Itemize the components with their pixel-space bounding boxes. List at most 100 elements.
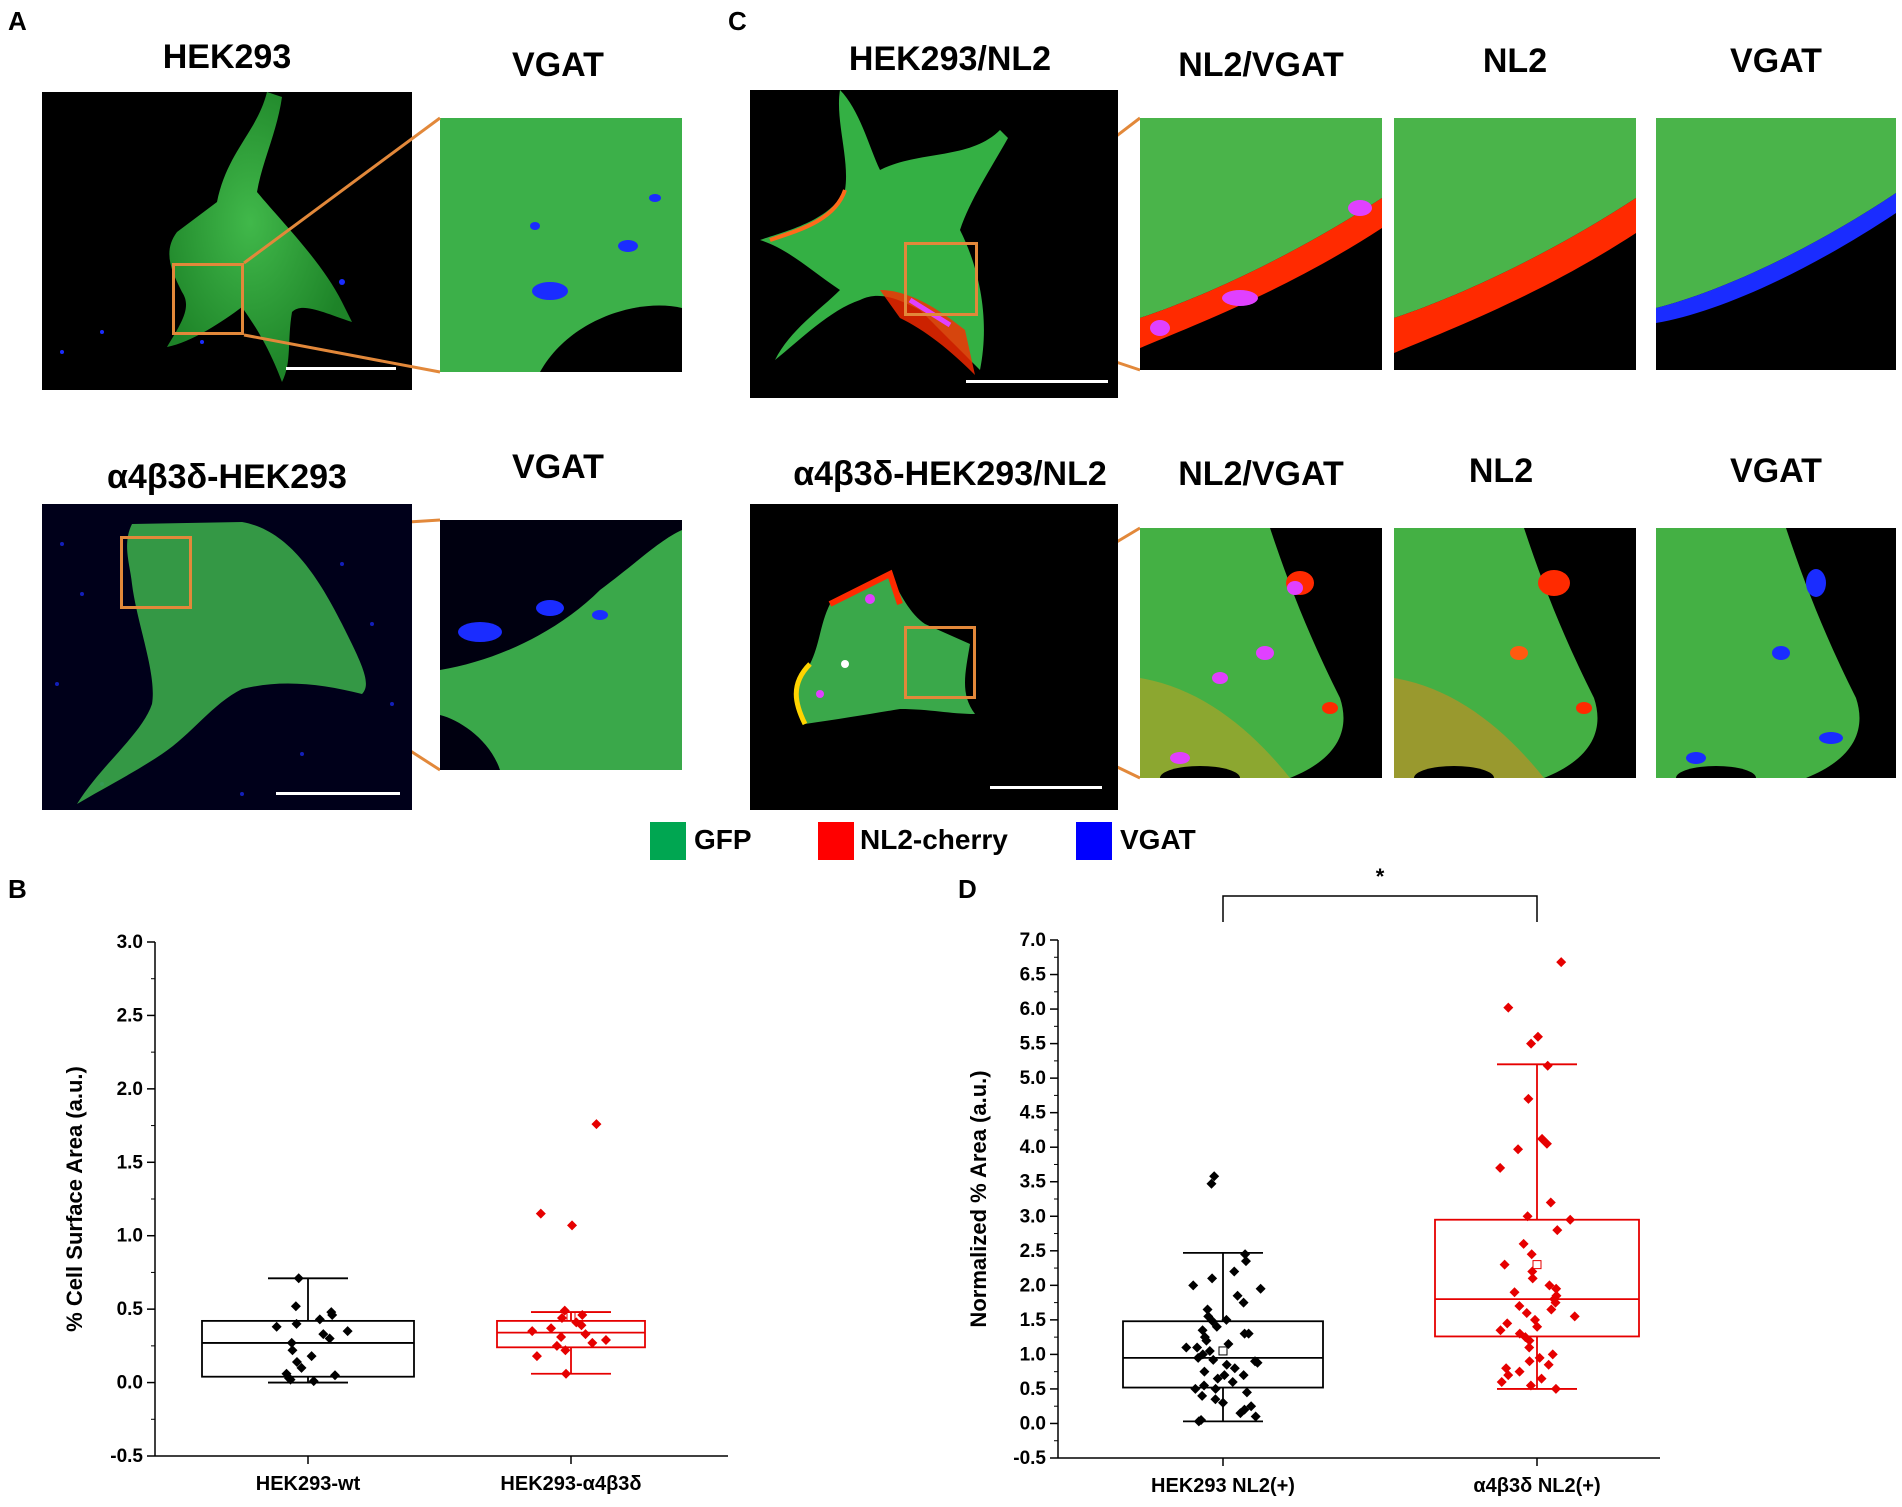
data-point bbox=[1534, 1352, 1545, 1363]
data-point bbox=[600, 1334, 611, 1345]
data-point bbox=[1229, 1266, 1240, 1277]
significance-bracket bbox=[1222, 895, 1538, 922]
y-tick-label: 2.5 bbox=[117, 1005, 144, 1026]
data-point bbox=[1209, 1171, 1220, 1182]
data-point bbox=[1197, 1390, 1208, 1401]
data-point bbox=[1238, 1370, 1249, 1381]
data-point bbox=[286, 1337, 297, 1348]
data-point bbox=[1514, 1301, 1525, 1312]
zoom-micrograph-hek293-vgat-blue bbox=[1656, 118, 1896, 370]
scale-bar bbox=[276, 792, 400, 795]
panel-c-top-zoom-title-3: VGAT bbox=[1730, 42, 1822, 80]
x-tick-label: HEK293 NL2(+) bbox=[1151, 1475, 1295, 1497]
data-point bbox=[1250, 1356, 1261, 1367]
y-tick-label: -0.5 bbox=[110, 1446, 143, 1467]
data-point bbox=[1503, 1370, 1514, 1381]
data-point bbox=[1496, 1377, 1507, 1388]
panel-label-c: C bbox=[728, 6, 747, 36]
y-tick-label: 0.0 bbox=[1020, 1413, 1046, 1434]
data-point bbox=[291, 1318, 302, 1329]
y-tick-label: 2.0 bbox=[117, 1079, 143, 1100]
data-point bbox=[308, 1376, 319, 1387]
data-point bbox=[1255, 1283, 1266, 1294]
data-point bbox=[1199, 1380, 1210, 1391]
data-point bbox=[318, 1329, 329, 1340]
data-point bbox=[1545, 1197, 1556, 1208]
data-point bbox=[1250, 1411, 1261, 1422]
data-point bbox=[1552, 1225, 1563, 1236]
legend-label-vgat: VGAT bbox=[1120, 824, 1196, 855]
y-tick-label: 0.5 bbox=[1020, 1379, 1047, 1400]
zoom-micrograph-hek293-nl2-merge bbox=[1140, 118, 1382, 370]
data-point bbox=[1240, 1249, 1251, 1260]
data-point bbox=[287, 1345, 298, 1356]
data-point bbox=[1229, 1363, 1240, 1374]
data-point bbox=[1210, 1383, 1221, 1394]
data-point bbox=[561, 1368, 572, 1379]
data-point bbox=[1541, 1138, 1552, 1149]
legend-swatch-vgat bbox=[1076, 822, 1112, 860]
data-point bbox=[1181, 1342, 1192, 1353]
data-point bbox=[327, 1310, 338, 1321]
panel-label-b: B bbox=[8, 874, 27, 904]
panel-a-bottom-title: α4β3δ-HEK293 bbox=[107, 458, 347, 496]
data-point bbox=[1502, 1318, 1513, 1329]
panel-c-top-zoom-title-1: NL2/VGAT bbox=[1178, 46, 1344, 84]
data-point bbox=[567, 1220, 578, 1231]
data-point bbox=[1241, 1387, 1252, 1398]
y-tick-label: 5.0 bbox=[1020, 1068, 1046, 1089]
data-point bbox=[1499, 1259, 1510, 1270]
data-point bbox=[1192, 1342, 1203, 1353]
panel-c-bottom-zoom-title-2: NL2 bbox=[1468, 452, 1534, 490]
y-tick-label: 3.5 bbox=[1020, 1172, 1047, 1193]
panel-label-a: A bbox=[8, 6, 27, 36]
data-point bbox=[1206, 1178, 1217, 1189]
significance-label: * bbox=[1376, 864, 1385, 889]
y-tick-label: 1.0 bbox=[1020, 1344, 1046, 1365]
data-point bbox=[556, 1312, 567, 1323]
x-tick-label: HEK293-α4β3δ bbox=[500, 1473, 641, 1495]
data-point bbox=[1524, 1335, 1535, 1346]
data-point bbox=[1556, 957, 1567, 968]
y-tick-label: 1.5 bbox=[1020, 1310, 1047, 1331]
data-point bbox=[1526, 1249, 1537, 1260]
data-point bbox=[580, 1329, 591, 1340]
data-point bbox=[1193, 1352, 1204, 1363]
data-point bbox=[1503, 1002, 1514, 1013]
data-point bbox=[1221, 1359, 1232, 1370]
data-point bbox=[1219, 1370, 1230, 1381]
scale-bar bbox=[286, 367, 396, 370]
data-point bbox=[1221, 1314, 1232, 1325]
data-point bbox=[556, 1332, 567, 1343]
mean-marker bbox=[566, 1311, 576, 1321]
data-point bbox=[1210, 1394, 1221, 1405]
panel-a-top-title: HEK293 bbox=[162, 38, 292, 76]
y-axis-label: Normalized % Area (a.u.) bbox=[966, 1070, 991, 1327]
zoom-micrograph-a4b3d-nl2-merge bbox=[1140, 528, 1382, 778]
data-point bbox=[1526, 1038, 1537, 1049]
data-point bbox=[1521, 1307, 1532, 1318]
micrograph-a4b3d-hek293 bbox=[42, 504, 412, 810]
data-point bbox=[1495, 1162, 1506, 1173]
data-point bbox=[1211, 1321, 1222, 1332]
scale-bar bbox=[990, 786, 1102, 789]
data-point bbox=[1544, 1280, 1555, 1291]
panel-a-bottom-zoom-title: VGAT bbox=[512, 448, 604, 486]
data-point bbox=[577, 1310, 588, 1321]
panel-c-bottom-title: α4β3δ-HEK293/NL2 bbox=[793, 455, 1107, 493]
y-tick-label: 0.5 bbox=[117, 1299, 144, 1320]
y-tick-label: 3.0 bbox=[117, 932, 143, 953]
data-point bbox=[1212, 1373, 1223, 1384]
y-tick-label: 6.5 bbox=[1020, 965, 1047, 986]
data-point bbox=[290, 1301, 301, 1312]
legend-label-nl2-cherry: NL2-cherry bbox=[860, 824, 1008, 855]
y-tick-label: 4.5 bbox=[1020, 1103, 1047, 1124]
data-point bbox=[1565, 1214, 1576, 1225]
data-point bbox=[330, 1370, 341, 1381]
data-point bbox=[1197, 1325, 1208, 1336]
data-point bbox=[306, 1351, 317, 1362]
data-point bbox=[576, 1320, 587, 1331]
y-tick-label: -0.5 bbox=[1013, 1448, 1046, 1469]
y-tick-label: 6.0 bbox=[1020, 999, 1046, 1020]
data-point bbox=[324, 1333, 335, 1344]
